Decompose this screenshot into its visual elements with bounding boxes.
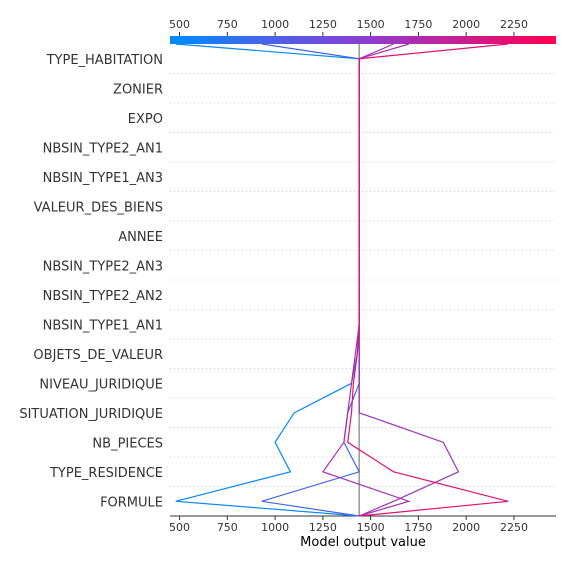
feature-label: EXPO <box>128 112 163 127</box>
feature-label: TYPE_HABITATION <box>46 53 163 68</box>
bottom-tick-label: 1750 <box>404 521 432 534</box>
feature-label: TYPE_RESIDENCE <box>49 466 163 481</box>
feature-label: VALEUR_DES_BIENS <box>34 200 163 215</box>
feature-label: NBSIN_TYPE2_AN2 <box>43 289 163 304</box>
top-tick-label: 1250 <box>309 18 337 31</box>
top-tick-label: 1750 <box>404 18 432 31</box>
grid-lines <box>170 73 556 517</box>
feature-label: NB_PIECES <box>92 436 163 451</box>
top-tick-label: 2250 <box>500 18 528 31</box>
feature-labels: TYPE_HABITATION ZONIER EXPO NBSIN_TYPE2_AN1… <box>19 53 163 511</box>
feature-label: NIVEAU_JURIDIQUE <box>39 377 163 392</box>
feature-label: SITUATION_JURIDIQUE <box>19 407 163 422</box>
x-axis-title: Model output value <box>300 535 426 550</box>
decision-lines <box>175 43 509 517</box>
decision-line <box>321 43 411 517</box>
feature-label: NBSIN_TYPE2_AN1 <box>43 141 163 156</box>
bottom-tick-label: 1500 <box>357 521 385 534</box>
bottom-tick-label: 750 <box>217 521 238 534</box>
top-tick-label: 1500 <box>357 18 385 31</box>
feature-label: FORMULE <box>100 495 163 510</box>
bottom-tick-label: 2000 <box>452 521 480 534</box>
colorbar <box>170 36 556 44</box>
top-tick-label: 750 <box>217 18 238 31</box>
feature-label: ANNEE <box>118 230 163 245</box>
top-tick-label: 2000 <box>452 18 480 31</box>
feature-label: OBJETS_DE_VALEUR <box>33 348 163 363</box>
decision-line <box>347 43 509 517</box>
feature-label: NBSIN_TYPE1_AN1 <box>43 318 163 333</box>
feature-label: NBSIN_TYPE1_AN3 <box>43 171 163 186</box>
bottom-tick-label: 1250 <box>309 521 337 534</box>
top-axis: 500 750 1000 1250 1500 1750 2000 2250 <box>169 18 528 36</box>
top-tick-label: 500 <box>169 18 190 31</box>
bottom-axis: 500 750 1000 1250 1500 1750 2000 2250 <box>169 515 556 534</box>
feature-label: ZONIER <box>113 82 163 97</box>
bottom-tick-label: 1000 <box>261 521 289 534</box>
bottom-tick-label: 2250 <box>500 521 528 534</box>
top-tick-label: 1000 <box>261 18 289 31</box>
feature-label: NBSIN_TYPE2_AN3 <box>43 259 163 274</box>
decision-line <box>175 43 360 517</box>
bottom-tick-label: 500 <box>169 521 190 534</box>
